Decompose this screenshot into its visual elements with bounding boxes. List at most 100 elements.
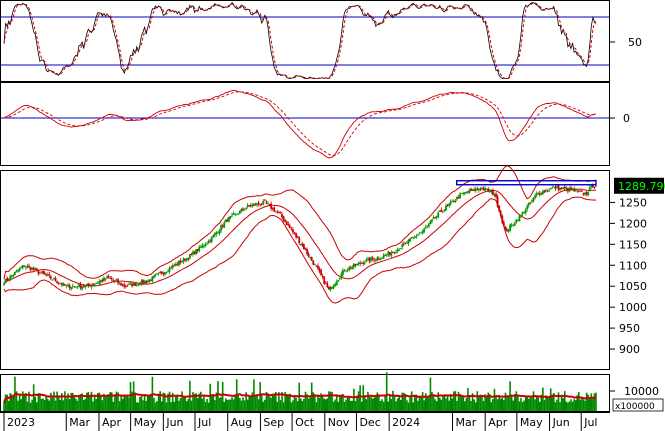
volume-bar <box>417 400 419 411</box>
candle-body <box>552 186 555 188</box>
candle <box>485 188 488 190</box>
volume-bar <box>254 395 257 411</box>
volume-bar <box>532 391 535 411</box>
candle <box>359 260 362 267</box>
volume-bar <box>75 398 77 411</box>
volume-bar <box>223 401 226 411</box>
candle-body <box>171 265 174 268</box>
candle <box>593 186 596 190</box>
volume-bar <box>168 391 171 411</box>
volume-bar <box>95 399 97 411</box>
volume-bar <box>146 394 149 411</box>
candle-body <box>485 189 488 190</box>
candle-body <box>149 280 152 281</box>
volume-bar <box>159 391 162 411</box>
volume-bar <box>264 399 266 411</box>
candle <box>103 276 105 283</box>
volume-bar <box>79 394 82 411</box>
candle <box>210 236 213 244</box>
volume-bar <box>110 392 113 411</box>
volume-bar <box>356 395 358 411</box>
volume-bar <box>559 402 561 411</box>
candle-body <box>354 263 357 266</box>
volume-bar <box>339 395 341 411</box>
x-axis-label: Mar <box>69 416 90 429</box>
candle-body <box>270 203 273 209</box>
candle <box>577 189 580 193</box>
volume-bar <box>276 401 279 411</box>
candle-body <box>126 285 129 287</box>
candle <box>409 237 412 243</box>
candle-body <box>124 286 127 287</box>
candle <box>395 249 397 254</box>
candle <box>232 211 235 216</box>
volume-bar <box>101 400 104 411</box>
volume-bar <box>112 401 115 411</box>
volume-bar <box>9 393 12 411</box>
volume-bar <box>435 401 438 411</box>
x-axis-label: May <box>134 416 157 429</box>
volume-bar <box>51 397 54 411</box>
candle <box>424 224 427 229</box>
candle-body <box>390 252 393 256</box>
candle-body <box>396 249 399 252</box>
candle <box>406 240 408 245</box>
volume-bar <box>173 401 176 411</box>
volume-bar <box>357 391 360 411</box>
candle <box>253 202 255 207</box>
candle <box>587 191 590 197</box>
price-tick-label: 1000 <box>619 301 647 314</box>
volume-bar <box>395 401 397 411</box>
candle <box>588 185 591 192</box>
candle <box>370 256 372 263</box>
x-axis-label: Dec <box>359 416 380 429</box>
candle <box>265 200 268 205</box>
volume-bar <box>563 391 566 411</box>
candle <box>412 236 415 240</box>
candle-body <box>295 233 297 238</box>
candle <box>340 271 343 280</box>
candle-body <box>304 248 307 250</box>
candle <box>345 270 347 273</box>
candle <box>171 263 174 270</box>
candle-body <box>159 271 162 273</box>
candle-body <box>128 284 130 285</box>
volume-bar <box>415 395 418 411</box>
candle-body <box>65 285 68 287</box>
candle <box>149 278 152 282</box>
volume-bar <box>381 399 383 411</box>
candle-body <box>89 284 91 287</box>
volume-bar <box>279 400 282 411</box>
candle <box>87 282 90 288</box>
volume-bar <box>312 392 315 411</box>
volume-bar <box>57 396 60 411</box>
candle-body <box>543 190 546 193</box>
volume-bar <box>28 391 30 411</box>
candle-body <box>527 202 530 206</box>
volume-bar <box>104 396 107 411</box>
candle-body <box>267 203 269 205</box>
volume-bar <box>78 394 80 411</box>
candle-body <box>584 193 586 195</box>
volume-bar <box>504 392 507 411</box>
volume-bar <box>229 399 232 411</box>
candle-body <box>568 188 571 192</box>
candle-body <box>260 203 263 205</box>
stochastic-tick-label: 50 <box>628 36 642 49</box>
volume-bar <box>573 399 575 411</box>
candle-body <box>138 284 141 285</box>
candle <box>401 242 404 250</box>
volume-bar <box>590 393 593 411</box>
candle-body <box>523 212 526 214</box>
volume-bar <box>175 395 177 411</box>
volume-bar <box>449 393 452 411</box>
last-price-box <box>614 177 664 194</box>
candle <box>482 186 485 191</box>
candle-body <box>198 246 201 251</box>
candle <box>301 242 304 248</box>
candle <box>524 207 527 216</box>
volume-bar <box>26 401 29 411</box>
volume-bar <box>36 402 38 411</box>
volume-bar <box>296 401 299 411</box>
candle <box>53 277 55 280</box>
